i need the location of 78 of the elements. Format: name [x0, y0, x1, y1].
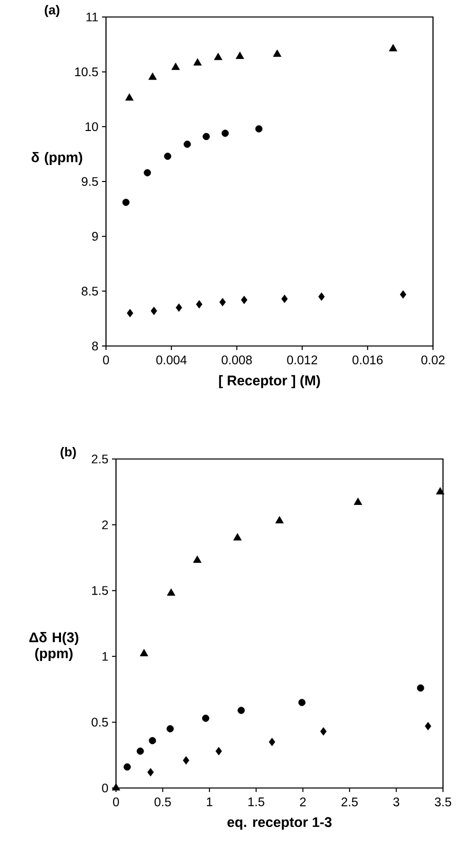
x-tick-label: 2 — [300, 798, 306, 806]
point — [148, 737, 156, 744]
x-tick-label: 0.016 — [352, 356, 383, 364]
x-tick-label: 0.02 — [421, 356, 444, 364]
point — [166, 725, 174, 732]
y-axis-title: δ (ppm) — [32, 152, 82, 165]
x-axis-title: eq. receptor 1-3 — [227, 817, 332, 830]
point — [122, 198, 130, 206]
y-tick-label: 8 — [92, 342, 98, 350]
point — [233, 533, 242, 540]
y-tick-label: 2.5 — [92, 454, 108, 464]
y-tick-label: 10.5 — [75, 67, 98, 76]
point — [281, 294, 288, 304]
point — [424, 722, 432, 730]
x-tick-label: 0.008 — [222, 356, 252, 364]
point — [147, 768, 154, 776]
point — [202, 714, 210, 722]
y-tick-label: 9.5 — [82, 177, 98, 186]
point — [148, 72, 157, 80]
point — [196, 300, 202, 309]
chart-title: (b) — [60, 446, 76, 460]
point — [125, 93, 134, 101]
point — [354, 498, 362, 505]
y-tick-label: 10 — [86, 122, 98, 132]
point — [166, 588, 176, 596]
y-tick-label: 0.5 — [92, 718, 108, 727]
point — [216, 746, 222, 756]
point — [400, 290, 406, 299]
x-tick-label: 0.5 — [154, 798, 171, 806]
point — [171, 62, 180, 70]
point — [320, 727, 327, 736]
y-tick-label: 2 — [102, 520, 108, 530]
x-tick-label: 3 — [393, 798, 400, 806]
point — [318, 292, 325, 301]
point — [436, 487, 444, 494]
y-tick-label: 8.5 — [82, 286, 98, 296]
y-tick-label: 1.5 — [92, 586, 108, 595]
point — [193, 556, 202, 563]
point — [275, 516, 284, 524]
x-axis-title: [ Receptor ] (M) — [219, 375, 320, 388]
point — [222, 130, 229, 137]
point — [126, 308, 134, 318]
x-tick-label: 0.012 — [287, 356, 318, 364]
point — [238, 706, 245, 714]
point — [268, 738, 276, 746]
x-tick-label: 1.5 — [248, 798, 264, 806]
point — [164, 152, 172, 160]
point — [182, 756, 190, 765]
point — [255, 125, 262, 132]
point — [219, 298, 226, 306]
point — [144, 169, 151, 176]
point — [150, 306, 158, 316]
x-tick-label: 3.5 — [434, 798, 452, 806]
x-tick-label: 1 — [206, 798, 212, 806]
point — [273, 49, 282, 57]
point — [298, 698, 306, 706]
chart-title: (a) — [44, 4, 60, 18]
point — [140, 648, 148, 656]
y-tick-label: 11 — [86, 12, 98, 22]
y-tick-label: 0 — [102, 784, 108, 792]
point — [184, 140, 191, 148]
point — [176, 303, 182, 312]
point — [193, 58, 202, 66]
point — [236, 52, 244, 59]
x-tick-label: 2.5 — [342, 798, 358, 806]
point — [240, 296, 248, 304]
point — [112, 783, 120, 790]
x-tick-label: 0 — [113, 798, 119, 806]
point — [416, 684, 424, 692]
y-axis-title: Δδ H(3) (ppm) — [29, 632, 78, 661]
y-tick-label: 9 — [92, 232, 98, 241]
point — [214, 52, 222, 60]
x-tick-label: 0.004 — [156, 356, 187, 364]
point — [124, 763, 131, 771]
point — [136, 748, 144, 755]
point — [202, 132, 210, 140]
point — [388, 44, 398, 52]
y-tick-label: 1 — [102, 652, 108, 661]
